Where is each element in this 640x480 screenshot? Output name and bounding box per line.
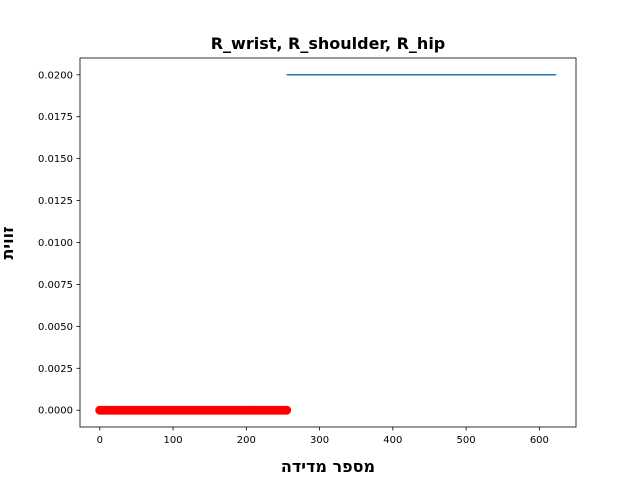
data-point bbox=[282, 405, 292, 415]
y-tick-label: 0.0200 bbox=[38, 70, 73, 81]
y-tick-label: 0.0000 bbox=[38, 406, 73, 417]
series-layer bbox=[95, 74, 557, 415]
x-tick-label: 600 bbox=[530, 435, 549, 446]
x-tick-label: 100 bbox=[163, 435, 182, 446]
y-tick-label: 0.0025 bbox=[38, 364, 73, 375]
plot-area bbox=[80, 58, 576, 427]
y-tick-label: 0.0150 bbox=[38, 154, 73, 165]
y-tick-label: 0.0075 bbox=[38, 280, 73, 291]
chart-title: R_wrist, R_shoulder, R_hip bbox=[211, 34, 446, 53]
x-tick-label: 400 bbox=[383, 435, 402, 446]
y-tick-label: 0.0050 bbox=[38, 322, 73, 333]
y-axis-label: זווית bbox=[0, 226, 17, 259]
y-axis: 0.0000 0.0025 0.0050 0.0075 0.0100 0.0125 0.01… bbox=[38, 70, 80, 417]
x-tick-label: 0 bbox=[97, 435, 103, 446]
y-tick-label: 0.0100 bbox=[38, 238, 73, 249]
x-axis-label: מספר מדידה bbox=[281, 457, 375, 476]
x-tick-label: 200 bbox=[237, 435, 256, 446]
y-tick-label: 0.0125 bbox=[38, 196, 73, 207]
x-tick-label: 500 bbox=[457, 435, 476, 446]
x-axis: 0 100 200 300 400 500 600 bbox=[97, 427, 549, 446]
x-tick-label: 300 bbox=[310, 435, 329, 446]
y-tick-label: 0.0175 bbox=[38, 112, 73, 123]
